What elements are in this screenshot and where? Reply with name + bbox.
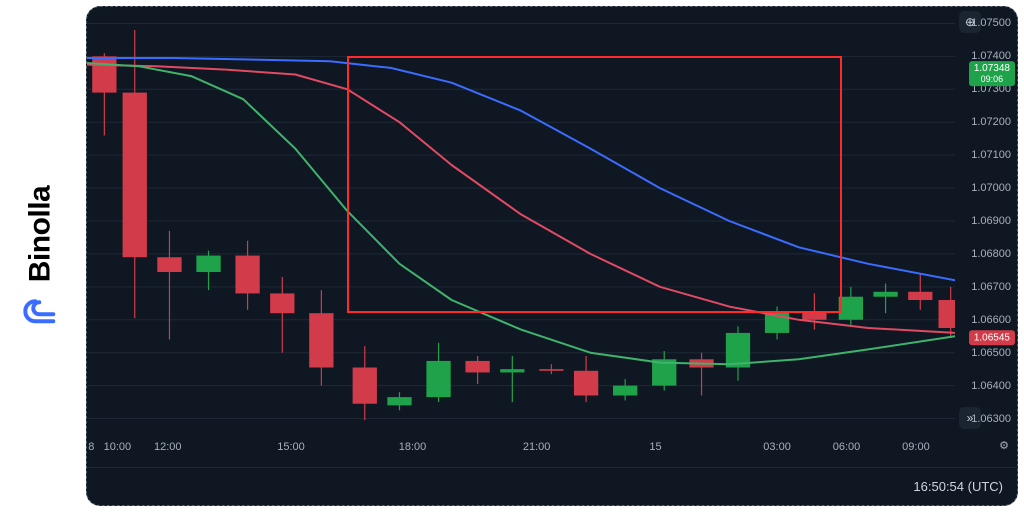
y-tick: 1.06600 <box>971 314 1011 326</box>
brand-sidebar: Binolla <box>0 0 80 512</box>
price-badge: 1.0734809:06 <box>969 61 1015 87</box>
x-tick: 18:00 <box>399 441 427 453</box>
x-tick: 10:00 <box>104 441 132 453</box>
x-tick: 21:00 <box>523 441 551 453</box>
y-tick: 1.06400 <box>971 380 1011 392</box>
x-tick: 12:00 <box>154 441 182 453</box>
footer-bar: 16:50:54 (UTC) <box>87 467 1017 505</box>
chart-card[interactable]: ⊕ » 1.075001.074001.073001.072001.071001… <box>86 6 1018 506</box>
y-tick: 1.06700 <box>971 281 1011 293</box>
price-badge: 1.06545 <box>969 330 1015 346</box>
y-axis: 1.075001.074001.073001.072001.071001.070… <box>955 7 1017 435</box>
y-tick: 1.06500 <box>971 347 1011 359</box>
chart-frame: ⊕ » 1.075001.074001.073001.072001.071001… <box>80 0 1024 512</box>
x-axis: ⚙ 810:0012:0015:0018:0021:001503:0006:00… <box>87 435 955 465</box>
y-tick: 1.06800 <box>971 248 1011 260</box>
brand: Binolla <box>23 186 57 327</box>
x-tick: 09:00 <box>902 441 930 453</box>
x-tick: 15:00 <box>277 441 305 453</box>
plot-area[interactable]: ⊕ » <box>87 7 955 435</box>
brand-logo-icon <box>23 292 57 326</box>
y-tick: 1.06900 <box>971 215 1011 227</box>
y-tick: 1.07000 <box>971 182 1011 194</box>
x-tick: 03:00 <box>763 441 791 453</box>
clock-label: 16:50:54 (UTC) <box>913 479 1003 494</box>
brand-name: Binolla <box>23 186 57 283</box>
candlestick-chart[interactable] <box>87 7 955 435</box>
y-tick: 1.06300 <box>971 413 1011 425</box>
gear-icon[interactable]: ⚙ <box>999 439 1009 452</box>
y-tick: 1.07200 <box>971 116 1011 128</box>
y-tick: 1.07500 <box>971 17 1011 29</box>
y-tick: 1.07100 <box>971 149 1011 161</box>
x-tick: 15 <box>649 441 661 453</box>
x-tick: 8 <box>88 441 94 453</box>
x-tick: 06:00 <box>833 441 861 453</box>
